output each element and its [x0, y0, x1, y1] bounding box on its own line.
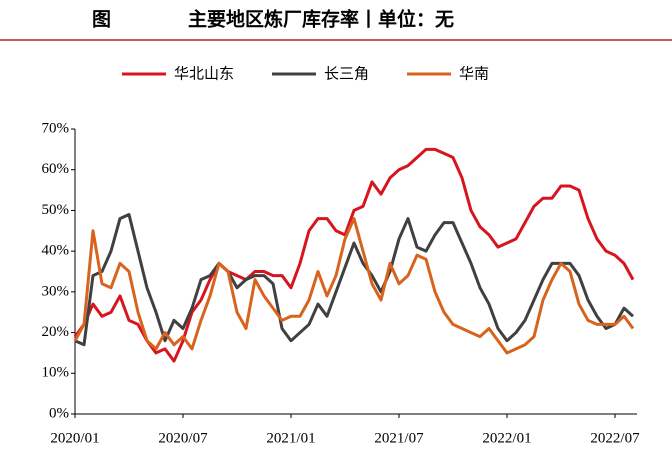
- x-tick-label: 2022/01: [482, 430, 531, 446]
- y-tick-label: 10%: [42, 365, 70, 381]
- x-tick-label: 2021/01: [266, 430, 315, 446]
- legend-label: 华南: [459, 65, 489, 83]
- y-tick-label: 50%: [42, 202, 70, 218]
- x-tick-label: 2020/01: [50, 430, 99, 446]
- series-line: [73, 217, 635, 355]
- y-tick-label: 70%: [42, 120, 70, 136]
- x-tick-label: 2021/07: [374, 430, 424, 446]
- y-tick-label: 20%: [42, 324, 70, 340]
- chart-title-prefix: 图: [92, 9, 111, 31]
- y-tick-label: 60%: [42, 161, 70, 177]
- legend-label: 长三角: [324, 65, 369, 83]
- series-line: [74, 213, 635, 347]
- y-tick-label: 30%: [42, 283, 70, 299]
- series-line: [73, 147, 635, 363]
- y-tick-label: 40%: [42, 243, 70, 259]
- x-tick-label: 2022/07: [590, 430, 640, 446]
- x-tick-label: 2020/07: [158, 430, 208, 446]
- y-tick-label: 0%: [49, 405, 69, 421]
- legend-label: 华北山东: [174, 65, 234, 83]
- chart-title: 主要地区炼厂库存率丨单位：无: [188, 8, 454, 31]
